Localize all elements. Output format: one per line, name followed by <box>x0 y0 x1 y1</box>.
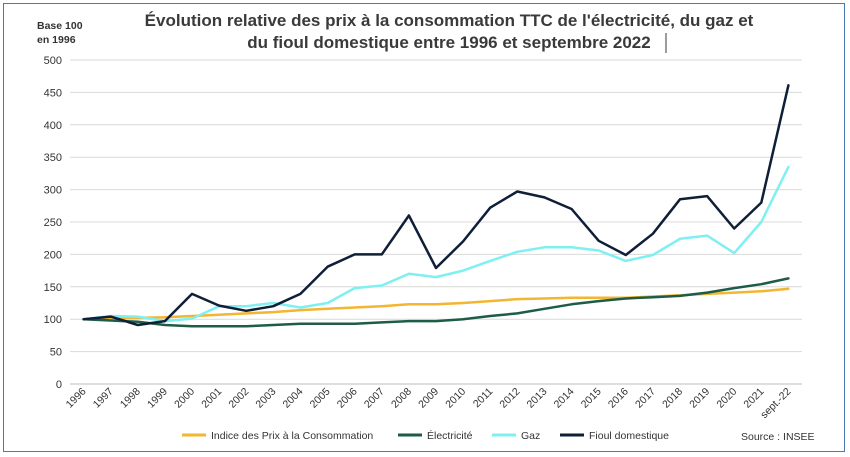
legend: Indice des Prix à la Consommation Électri… <box>182 429 669 442</box>
x-tick-label: 2000 <box>172 386 197 411</box>
x-tick-label: 2015 <box>579 386 604 411</box>
x-tick-label: sept.-22 <box>758 386 793 421</box>
x-tick-label: 2003 <box>253 386 278 411</box>
x-tick-label: 2018 <box>660 386 685 411</box>
series-line <box>82 165 790 323</box>
y-axis-ticks: 0 50 100 150 200 250 300 350 400 450 500 <box>44 55 62 391</box>
gridlines <box>70 59 802 385</box>
x-tick-label: 2009 <box>416 386 441 411</box>
y-tick-label: 350 <box>44 152 62 164</box>
y-tick-label: 200 <box>44 249 62 261</box>
y-tick-label: 150 <box>44 282 62 294</box>
y-tick-label: 400 <box>44 120 62 132</box>
x-tick-label: 2012 <box>497 386 522 411</box>
y-tick-label: 500 <box>44 55 62 67</box>
legend-label: Fioul domestique <box>589 430 669 442</box>
source-note: Source : INSEE <box>741 431 815 443</box>
y-tick-label: 250 <box>44 217 62 229</box>
x-tick-label: 2016 <box>606 386 631 411</box>
legend-label: Gaz <box>521 430 540 442</box>
x-tick-label: 2006 <box>335 386 360 411</box>
series-line <box>82 84 790 327</box>
x-tick-label: 2004 <box>281 386 306 411</box>
x-tick-label: 1996 <box>64 386 89 411</box>
x-tick-label: 2017 <box>633 386 658 411</box>
x-tick-label: 2002 <box>226 386 251 411</box>
x-tick-label: 2007 <box>362 386 387 411</box>
x-tick-label: 2008 <box>389 386 414 411</box>
x-tick-label: 1997 <box>91 386 116 411</box>
x-tick-label: 1999 <box>145 386 170 411</box>
x-tick-label: 2019 <box>687 386 712 411</box>
y-tick-label: 0 <box>56 379 62 391</box>
y-unit-label-line-1: Base 100 <box>37 20 83 32</box>
series-line <box>82 287 790 321</box>
x-tick-label: 1998 <box>118 386 143 411</box>
chart-title-line-2: du fioul domestique entre 1996 et septem… <box>247 33 650 52</box>
x-tick-label: 2011 <box>471 386 496 411</box>
series-line <box>82 277 790 328</box>
legend-label: Indice des Prix à la Consommation <box>211 430 373 442</box>
series-lines <box>82 84 790 328</box>
y-tick-label: 450 <box>44 87 62 99</box>
x-tick-label: 2001 <box>199 386 224 411</box>
x-tick-label: 2010 <box>443 386 468 411</box>
y-tick-label: 50 <box>50 347 62 359</box>
y-tick-label: 300 <box>44 185 62 197</box>
chart-title-line-1: Évolution relative des prix à la consomm… <box>145 11 754 30</box>
x-tick-label: 2020 <box>714 386 739 411</box>
x-axis-ticks: 1996 1997 1998 1999 2000 2001 2002 2003 2004 2005… <box>64 386 794 421</box>
x-tick-label: 2013 <box>525 386 550 411</box>
x-tick-label: 2005 <box>308 386 333 411</box>
x-tick-label: 2014 <box>552 386 577 411</box>
y-unit-label-line-2: en 1996 <box>37 34 76 46</box>
legend-label: Électricité <box>427 429 473 442</box>
chart-frame <box>3 3 845 452</box>
y-tick-label: 100 <box>44 314 62 326</box>
